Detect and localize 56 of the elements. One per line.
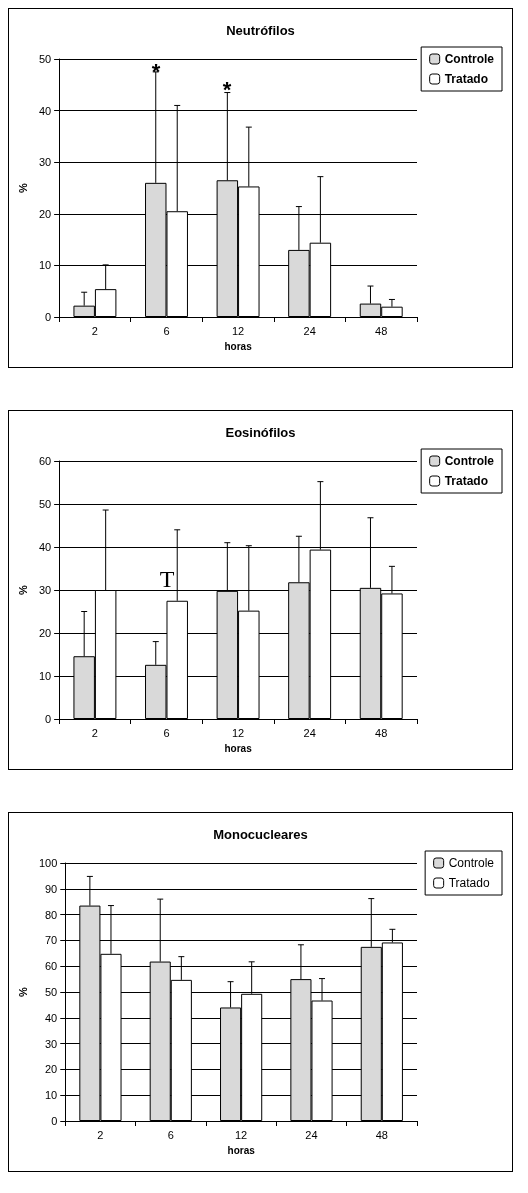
y-tick-label: 10	[45, 1089, 58, 1102]
legend-label: Tratado	[444, 72, 489, 86]
y-tick-label: 10	[38, 259, 52, 272]
y-tick-label: 10	[38, 670, 52, 682]
y-tick-label: 60	[45, 960, 58, 973]
x-tick-label: 12	[231, 726, 245, 739]
annotation: *	[222, 76, 232, 102]
x-tick-label: 48	[375, 1128, 388, 1141]
legend-label: Controle	[444, 454, 495, 468]
y-tick-label: 90	[45, 882, 58, 895]
x-tick-label: 12	[231, 324, 245, 337]
x-tick-label: 2	[97, 1128, 104, 1141]
y-tick-label: 0	[51, 1115, 58, 1127]
y-tick-label: 40	[45, 1011, 58, 1024]
x-tick-label: 2	[91, 324, 98, 337]
x-tick-label: 2	[91, 726, 98, 739]
y-tick-label: 20	[38, 207, 52, 220]
y-tick-label: 0	[45, 311, 52, 323]
chart-title: Neutrófilos	[226, 23, 295, 38]
x-tick-label: 48	[375, 726, 388, 739]
y-tick-label: 30	[38, 584, 52, 596]
y-tick-label: 70	[45, 934, 58, 947]
y-tick-label: 30	[45, 1037, 58, 1050]
annotation: T	[159, 566, 175, 592]
y-tick-label: 100	[38, 857, 58, 869]
x-tick-label: 12	[235, 1128, 248, 1141]
x-tick-label: 24	[305, 1128, 318, 1141]
y-axis-title: %	[16, 986, 29, 997]
x-tick-label: 24	[303, 324, 316, 337]
y-tick-label: 20	[38, 627, 52, 639]
x-tick-label: 24	[303, 726, 316, 739]
x-tick-label: 6	[167, 1128, 174, 1141]
y-tick-label: 40	[38, 541, 52, 553]
x-axis-title: horas	[224, 340, 253, 352]
legend-label: Tratado	[448, 876, 490, 890]
legend-label: Controle	[444, 52, 495, 66]
y-tick-label: 0	[45, 713, 52, 725]
y-axis-title: %	[16, 584, 29, 595]
chart-title: Monocucleares	[213, 827, 308, 842]
legend-label: Tratado	[444, 474, 489, 488]
x-tick-label: 48	[375, 324, 388, 337]
x-axis-title: horas	[227, 1144, 256, 1156]
legend-label: Controle	[448, 856, 495, 870]
y-tick-label: 30	[38, 156, 52, 169]
y-tick-label: 60	[38, 455, 52, 467]
y-tick-label: 80	[45, 908, 58, 921]
y-tick-label: 50	[38, 53, 52, 65]
x-tick-label: 6	[163, 726, 170, 739]
y-tick-label: 50	[38, 498, 52, 510]
y-axis-title: %	[16, 182, 29, 193]
x-tick-label: 6	[163, 324, 170, 337]
y-tick-label: 50	[45, 986, 58, 998]
y-tick-label: 40	[38, 104, 52, 117]
chart-title: Eosinófilos	[225, 425, 296, 440]
x-axis-title: horas	[224, 742, 253, 754]
y-tick-label: 20	[45, 1063, 58, 1076]
